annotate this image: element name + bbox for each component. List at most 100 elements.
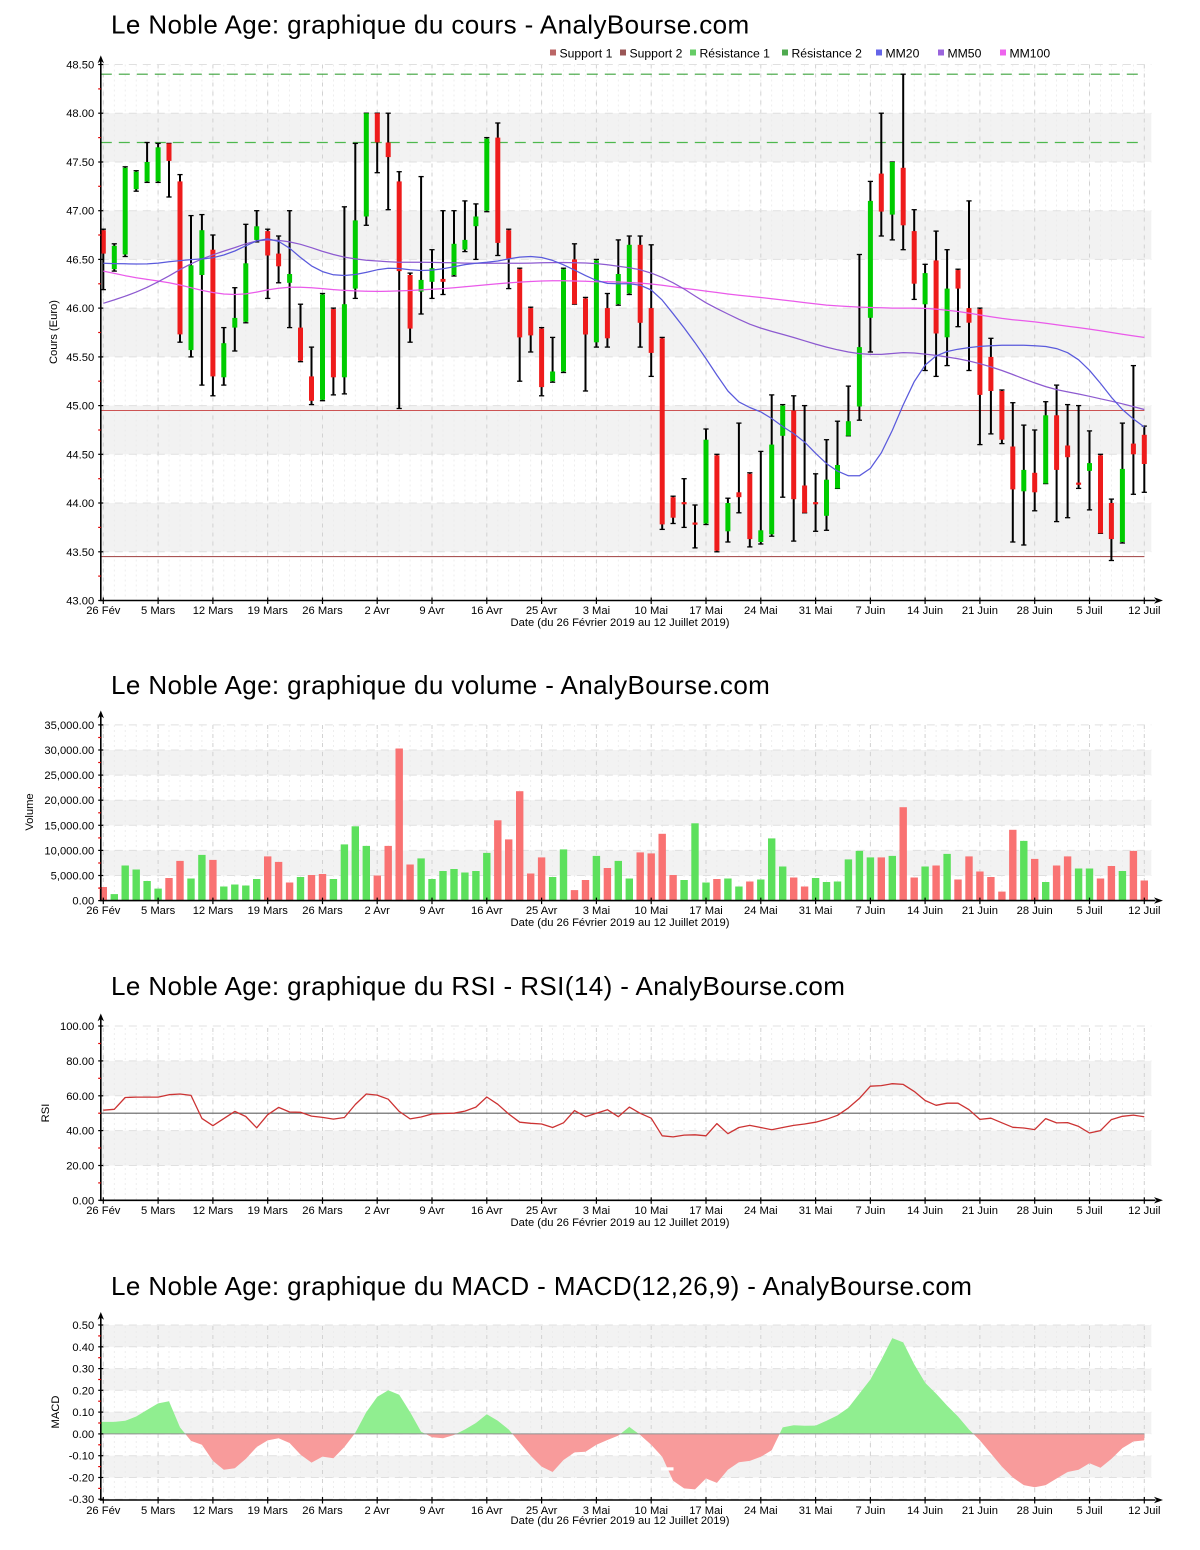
- svg-text:5 Juil: 5 Juil: [1076, 905, 1102, 917]
- svg-text:5 Juil: 5 Juil: [1076, 1505, 1102, 1517]
- svg-text:2 Avr: 2 Avr: [365, 905, 391, 917]
- svg-text:5 Mars: 5 Mars: [141, 605, 176, 617]
- svg-text:7 Juin: 7 Juin: [855, 605, 885, 617]
- svg-text:12 Juil: 12 Juil: [1128, 905, 1160, 917]
- svg-text:7 Juin: 7 Juin: [855, 1505, 885, 1517]
- svg-text:10,000.00: 10,000.00: [44, 845, 94, 857]
- svg-text:5 Mars: 5 Mars: [141, 905, 176, 917]
- svg-text:Date (du 26 Février 2019 au 12: Date (du 26 Février 2019 au 12 Juillet 2…: [511, 1217, 730, 1229]
- svg-text:0.30: 0.30: [72, 1364, 94, 1376]
- svg-text:31 Mai: 31 Mai: [799, 1205, 833, 1217]
- svg-text:47.50: 47.50: [66, 157, 94, 169]
- svg-text:26 Mars: 26 Mars: [302, 1505, 343, 1517]
- svg-text:26 Fév: 26 Fév: [86, 1205, 121, 1217]
- svg-text:28 Juin: 28 Juin: [1017, 905, 1053, 917]
- svg-text:31 Mai: 31 Mai: [799, 905, 833, 917]
- svg-text:5 Mars: 5 Mars: [141, 1505, 176, 1517]
- svg-text:48.00: 48.00: [66, 108, 94, 120]
- svg-text:28 Juin: 28 Juin: [1017, 605, 1053, 617]
- svg-text:16 Avr: 16 Avr: [471, 905, 503, 917]
- svg-text:17 Mai: 17 Mai: [689, 605, 723, 617]
- svg-text:3 Mai: 3 Mai: [583, 1205, 610, 1217]
- svg-text:Volume: Volume: [24, 793, 36, 830]
- svg-text:46.50: 46.50: [66, 254, 94, 266]
- svg-text:3 Mai: 3 Mai: [583, 1505, 610, 1517]
- svg-text:9 Avr: 9 Avr: [419, 1505, 445, 1517]
- svg-text:24 Mai: 24 Mai: [744, 1205, 778, 1217]
- svg-text:21 Juin: 21 Juin: [962, 1505, 998, 1517]
- svg-text:9 Avr: 9 Avr: [419, 605, 445, 617]
- svg-text:Résistance 2: Résistance 2: [792, 47, 863, 61]
- svg-text:19 Mars: 19 Mars: [247, 905, 288, 917]
- svg-text:MACD: MACD: [50, 1396, 62, 1429]
- svg-text:5 Juil: 5 Juil: [1076, 1205, 1102, 1217]
- svg-text:19 Mars: 19 Mars: [247, 1205, 288, 1217]
- svg-text:21 Juin: 21 Juin: [962, 605, 998, 617]
- svg-text:15,000.00: 15,000.00: [44, 820, 94, 832]
- svg-text:20.00: 20.00: [66, 1161, 94, 1173]
- svg-text:16 Avr: 16 Avr: [471, 1205, 503, 1217]
- svg-text:9 Avr: 9 Avr: [419, 1205, 445, 1217]
- svg-text:45.50: 45.50: [66, 352, 94, 364]
- svg-text:2 Avr: 2 Avr: [365, 605, 391, 617]
- svg-text:Date (du 26 Février 2019 au 12: Date (du 26 Février 2019 au 12 Juillet 2…: [511, 1515, 730, 1527]
- svg-text:3 Mai: 3 Mai: [583, 905, 610, 917]
- svg-text:19 Mars: 19 Mars: [247, 1505, 288, 1517]
- svg-text:14 Juin: 14 Juin: [907, 1205, 943, 1217]
- svg-text:RSI: RSI: [40, 1104, 52, 1123]
- svg-text:14 Juin: 14 Juin: [907, 1505, 943, 1517]
- svg-text:21 Juin: 21 Juin: [962, 1205, 998, 1217]
- svg-text:0.00: 0.00: [72, 1195, 94, 1207]
- svg-text:Support 1: Support 1: [560, 47, 613, 61]
- svg-text:44.00: 44.00: [66, 498, 94, 510]
- svg-text:21 Juin: 21 Juin: [962, 905, 998, 917]
- svg-text:16 Avr: 16 Avr: [471, 605, 503, 617]
- svg-text:10 Mai: 10 Mai: [634, 1505, 668, 1517]
- svg-text:25 Avr: 25 Avr: [526, 1205, 558, 1217]
- svg-text:7 Juin: 7 Juin: [855, 905, 885, 917]
- svg-text:10 Mai: 10 Mai: [634, 605, 668, 617]
- svg-text:12 Mars: 12 Mars: [193, 605, 234, 617]
- svg-text:47.00: 47.00: [66, 206, 94, 218]
- svg-text:40.00: 40.00: [66, 1126, 94, 1138]
- svg-text:17 Mai: 17 Mai: [689, 905, 723, 917]
- svg-text:28 Juin: 28 Juin: [1017, 1505, 1053, 1517]
- svg-text:-0.30: -0.30: [69, 1494, 95, 1506]
- svg-text:2 Avr: 2 Avr: [365, 1205, 391, 1217]
- svg-text:MM50: MM50: [948, 47, 982, 61]
- svg-text:0.10: 0.10: [72, 1407, 94, 1419]
- svg-text:12 Mars: 12 Mars: [193, 1205, 234, 1217]
- svg-text:MM20: MM20: [886, 47, 920, 61]
- svg-text:46.00: 46.00: [66, 303, 94, 315]
- svg-text:12 Mars: 12 Mars: [193, 1505, 234, 1517]
- svg-text:16 Avr: 16 Avr: [471, 1505, 503, 1517]
- svg-text:Support 2: Support 2: [630, 47, 683, 61]
- svg-text:25 Avr: 25 Avr: [526, 905, 558, 917]
- svg-text:12 Juil: 12 Juil: [1128, 1205, 1160, 1217]
- svg-text:19 Mars: 19 Mars: [247, 605, 288, 617]
- svg-text:25 Avr: 25 Avr: [526, 1505, 558, 1517]
- svg-text:14 Juin: 14 Juin: [907, 605, 943, 617]
- svg-text:Résistance 1: Résistance 1: [700, 47, 771, 61]
- svg-text:24 Mai: 24 Mai: [744, 905, 778, 917]
- svg-text:0.00: 0.00: [72, 1429, 94, 1441]
- svg-text:12 Juil: 12 Juil: [1128, 1505, 1160, 1517]
- svg-text:Date (du 26 Février 2019 au 12: Date (du 26 Février 2019 au 12 Juillet 2…: [511, 917, 730, 929]
- svg-text:24 Mai: 24 Mai: [744, 1505, 778, 1517]
- svg-text:24 Mai: 24 Mai: [744, 605, 778, 617]
- svg-text:35,000.00: 35,000.00: [44, 720, 94, 732]
- svg-text:2 Avr: 2 Avr: [365, 1505, 391, 1517]
- svg-text:-0.10: -0.10: [69, 1451, 95, 1463]
- svg-text:44.50: 44.50: [66, 449, 94, 461]
- svg-text:Le Noble Age: graphique du RSI: Le Noble Age: graphique du RSI - RSI(14)…: [111, 971, 845, 1001]
- svg-text:25 Avr: 25 Avr: [526, 605, 558, 617]
- svg-text:25,000.00: 25,000.00: [44, 770, 94, 782]
- svg-text:17 Mai: 17 Mai: [689, 1205, 723, 1217]
- svg-text:10 Mai: 10 Mai: [634, 1205, 668, 1217]
- svg-text:5 Mars: 5 Mars: [141, 1205, 176, 1217]
- svg-text:43.00: 43.00: [66, 596, 94, 608]
- svg-text:45.00: 45.00: [66, 401, 94, 413]
- svg-text:31 Mai: 31 Mai: [799, 605, 833, 617]
- svg-text:20,000.00: 20,000.00: [44, 795, 94, 807]
- svg-text:MM100: MM100: [1010, 47, 1051, 61]
